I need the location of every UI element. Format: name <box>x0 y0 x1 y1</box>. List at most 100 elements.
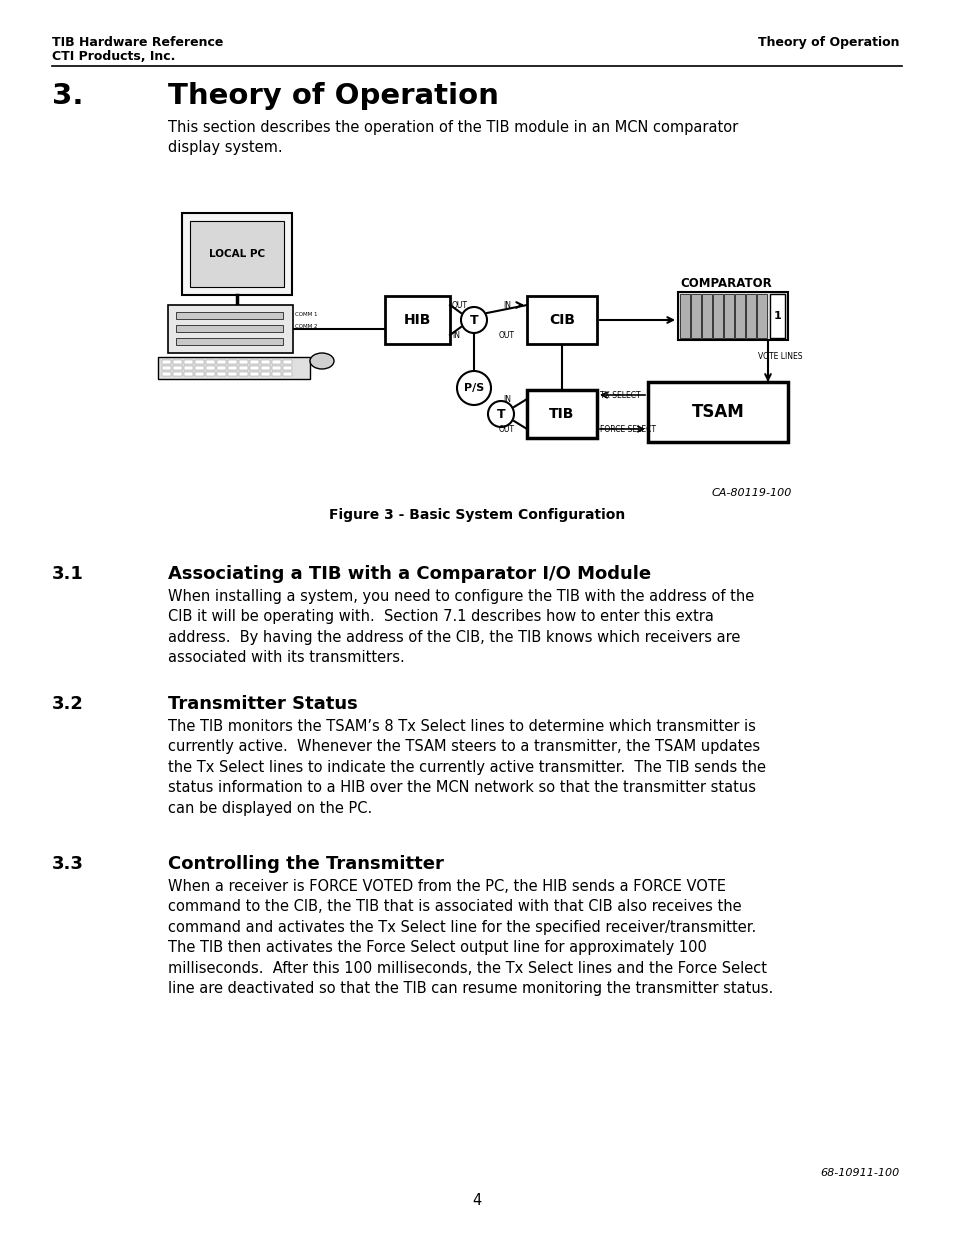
Text: TIB: TIB <box>549 408 574 421</box>
Text: IN: IN <box>502 394 511 404</box>
Bar <box>172 359 182 364</box>
Bar <box>526 390 597 438</box>
Text: Theory of Operation: Theory of Operation <box>758 36 899 49</box>
Text: CA-80119-100: CA-80119-100 <box>711 488 791 498</box>
Bar <box>261 359 270 364</box>
Text: COMM 2: COMM 2 <box>294 325 317 330</box>
Bar <box>184 366 193 370</box>
Bar <box>194 366 204 370</box>
Bar <box>647 382 787 442</box>
Text: HIB: HIB <box>403 312 431 327</box>
Text: OUT: OUT <box>498 425 515 433</box>
Text: T: T <box>497 408 505 420</box>
Text: COMM 1: COMM 1 <box>294 312 317 317</box>
Bar <box>250 372 258 375</box>
Bar <box>172 372 182 375</box>
Text: 3.2: 3.2 <box>52 695 84 713</box>
Bar <box>723 294 733 338</box>
Bar <box>526 296 597 345</box>
Circle shape <box>456 370 491 405</box>
Bar <box>228 366 236 370</box>
Text: When a receiver is FORCE VOTED from the PC, the HIB sends a FORCE VOTE
command t: When a receiver is FORCE VOTED from the … <box>168 879 773 995</box>
Bar <box>172 366 182 370</box>
Bar <box>272 372 281 375</box>
Text: CIB: CIB <box>548 312 575 327</box>
Bar <box>216 359 226 364</box>
Bar <box>190 221 284 287</box>
Text: TSAM: TSAM <box>691 403 743 421</box>
Bar <box>757 294 766 338</box>
Ellipse shape <box>310 353 334 369</box>
Text: T: T <box>469 314 477 326</box>
Text: 4: 4 <box>472 1193 481 1208</box>
Text: Associating a TIB with a Comparator I/O Module: Associating a TIB with a Comparator I/O … <box>168 564 651 583</box>
Bar <box>239 372 248 375</box>
Bar <box>206 366 214 370</box>
Bar <box>261 372 270 375</box>
Bar <box>712 294 722 338</box>
Bar <box>228 359 236 364</box>
Bar <box>184 372 193 375</box>
Bar <box>734 294 744 338</box>
Text: When installing a system, you need to configure the TIB with the address of the
: When installing a system, you need to co… <box>168 589 754 666</box>
Text: Theory of Operation: Theory of Operation <box>168 82 498 110</box>
Text: OUT: OUT <box>452 300 468 310</box>
Bar <box>385 296 450 345</box>
Bar <box>162 372 171 375</box>
Text: FORCE SELECT: FORCE SELECT <box>599 425 656 433</box>
Bar <box>216 366 226 370</box>
Bar <box>239 359 248 364</box>
Bar <box>228 372 236 375</box>
Text: IN: IN <box>452 331 459 340</box>
Bar <box>250 359 258 364</box>
Bar <box>690 294 700 338</box>
Bar <box>216 372 226 375</box>
Bar <box>272 359 281 364</box>
Bar <box>175 325 283 332</box>
Text: TX SELECT: TX SELECT <box>599 390 640 399</box>
Bar <box>158 357 310 379</box>
Text: 68-10911-100: 68-10911-100 <box>820 1168 899 1178</box>
Bar <box>769 294 784 338</box>
Bar <box>283 359 292 364</box>
Bar <box>206 359 214 364</box>
Text: COMPARATOR: COMPARATOR <box>679 277 771 290</box>
Text: Transmitter Status: Transmitter Status <box>168 695 357 713</box>
Bar <box>250 366 258 370</box>
Text: TIB Hardware Reference: TIB Hardware Reference <box>52 36 223 49</box>
Bar <box>701 294 711 338</box>
Bar <box>272 366 281 370</box>
Circle shape <box>488 401 514 427</box>
Bar <box>283 366 292 370</box>
Text: IN: IN <box>502 300 511 310</box>
Bar <box>679 294 689 338</box>
Text: This section describes the operation of the TIB module in an MCN comparator
disp: This section describes the operation of … <box>168 120 738 154</box>
Text: VOTE LINES: VOTE LINES <box>758 352 801 361</box>
Text: Controlling the Transmitter: Controlling the Transmitter <box>168 855 443 873</box>
Bar <box>194 372 204 375</box>
Bar <box>182 212 292 295</box>
Bar <box>261 366 270 370</box>
Bar <box>184 359 193 364</box>
Circle shape <box>460 308 486 333</box>
Bar <box>162 359 171 364</box>
Text: 3.3: 3.3 <box>52 855 84 873</box>
Bar <box>206 372 214 375</box>
Text: LOCAL PC: LOCAL PC <box>209 249 265 259</box>
Text: 3.: 3. <box>52 82 84 110</box>
Bar <box>175 338 283 345</box>
Bar <box>239 366 248 370</box>
Text: P/S: P/S <box>463 383 483 393</box>
Bar <box>194 359 204 364</box>
Text: CTI Products, Inc.: CTI Products, Inc. <box>52 49 175 63</box>
Text: Figure 3 - Basic System Configuration: Figure 3 - Basic System Configuration <box>329 508 624 522</box>
Text: 3.1: 3.1 <box>52 564 84 583</box>
Text: OUT: OUT <box>498 331 515 340</box>
Text: 1: 1 <box>773 311 781 321</box>
Bar <box>175 312 283 319</box>
Bar <box>678 291 787 340</box>
Text: The TIB monitors the TSAM’s 8 Tx Select lines to determine which transmitter is
: The TIB monitors the TSAM’s 8 Tx Select … <box>168 719 765 815</box>
Bar <box>168 305 293 353</box>
Bar <box>745 294 755 338</box>
Bar <box>283 372 292 375</box>
